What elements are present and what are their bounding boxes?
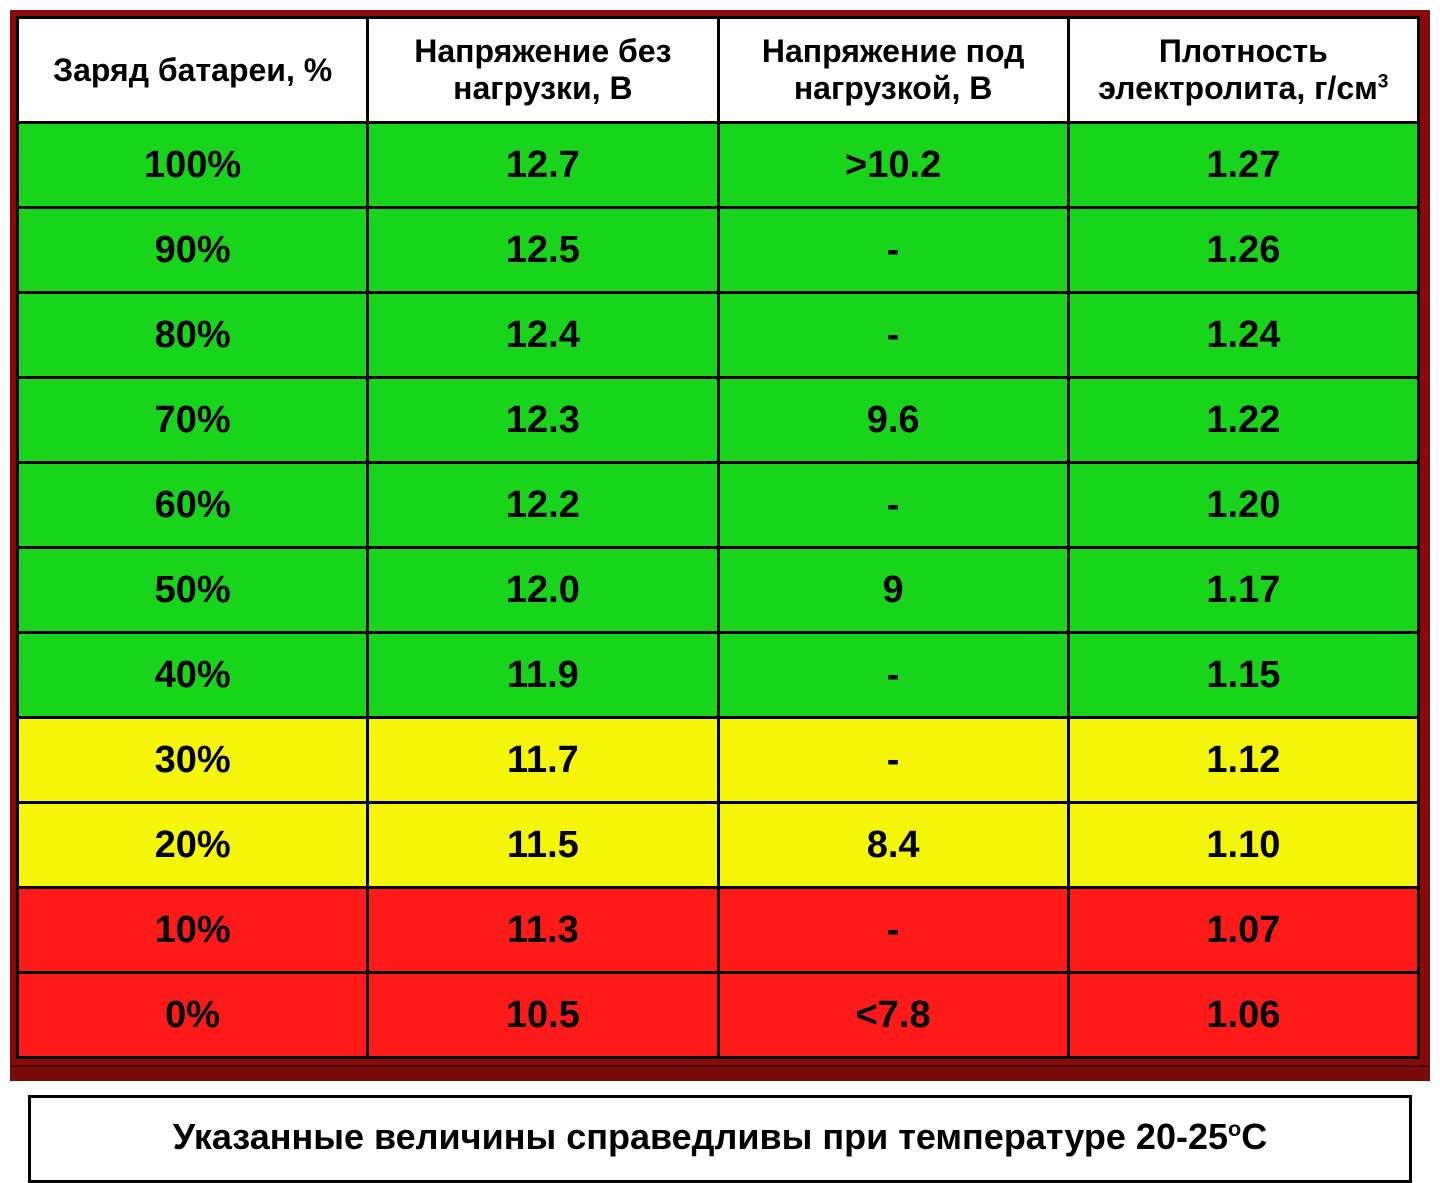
cell-0-1: 12.7 — [368, 123, 718, 208]
cell-8-3: 1.10 — [1068, 803, 1418, 888]
cell-6-2: - — [718, 633, 1068, 718]
cell-7-0: 30% — [18, 718, 368, 803]
table-row: 90%12.5-1.26 — [18, 208, 1419, 293]
table-row: 20%11.58.41.10 — [18, 803, 1419, 888]
cell-7-2: - — [718, 718, 1068, 803]
column-header-0: Заряд батареи, % — [18, 18, 368, 123]
cell-10-0: 0% — [18, 973, 368, 1058]
cell-8-2: 8.4 — [718, 803, 1068, 888]
cell-9-1: 11.3 — [368, 888, 718, 973]
table-header: Заряд батареи, %Напряжение без нагрузки,… — [18, 18, 1419, 123]
cell-8-1: 11.5 — [368, 803, 718, 888]
cell-6-1: 11.9 — [368, 633, 718, 718]
cell-7-3: 1.12 — [1068, 718, 1418, 803]
battery-table-panel: Заряд батареи, %Напряжение без нагрузки,… — [10, 10, 1430, 1065]
cell-0-0: 100% — [18, 123, 368, 208]
column-header-2: Напряжение под нагрузкой, В — [718, 18, 1068, 123]
cell-3-3: 1.22 — [1068, 378, 1418, 463]
cell-8-0: 20% — [18, 803, 368, 888]
cell-9-3: 1.07 — [1068, 888, 1418, 973]
cell-4-0: 60% — [18, 463, 368, 548]
cell-0-3: 1.27 — [1068, 123, 1418, 208]
cell-10-3: 1.06 — [1068, 973, 1418, 1058]
cell-10-1: 10.5 — [368, 973, 718, 1058]
footnote-divider-bar — [10, 1065, 1430, 1081]
table-row: 10%11.3-1.07 — [18, 888, 1419, 973]
cell-1-3: 1.26 — [1068, 208, 1418, 293]
cell-3-2: 9.6 — [718, 378, 1068, 463]
footnote-area: Указанные величины справедливы при темпе… — [10, 1065, 1430, 1183]
cell-1-0: 90% — [18, 208, 368, 293]
cell-7-1: 11.7 — [368, 718, 718, 803]
battery-charge-table: Заряд батареи, %Напряжение без нагрузки,… — [16, 16, 1420, 1059]
cell-3-1: 12.3 — [368, 378, 718, 463]
table-row: 0%10.5<7.81.06 — [18, 973, 1419, 1058]
cell-4-3: 1.20 — [1068, 463, 1418, 548]
cell-4-1: 12.2 — [368, 463, 718, 548]
cell-10-2: <7.8 — [718, 973, 1068, 1058]
cell-2-2: - — [718, 293, 1068, 378]
cell-4-2: - — [718, 463, 1068, 548]
cell-2-3: 1.24 — [1068, 293, 1418, 378]
table-body: 100%12.7>10.21.2790%12.5-1.2680%12.4-1.2… — [18, 123, 1419, 1058]
table-row: 70%12.39.61.22 — [18, 378, 1419, 463]
table-row: 40%11.9-1.15 — [18, 633, 1419, 718]
table-row: 50%12.091.17 — [18, 548, 1419, 633]
table-row: 30%11.7-1.12 — [18, 718, 1419, 803]
table-row: 60%12.2-1.20 — [18, 463, 1419, 548]
cell-6-3: 1.15 — [1068, 633, 1418, 718]
column-header-3: Плотность электролита, г/см3 — [1068, 18, 1418, 123]
footnote-text: Указанные величины справедливы при темпе… — [28, 1095, 1412, 1183]
cell-9-0: 10% — [18, 888, 368, 973]
cell-3-0: 70% — [18, 378, 368, 463]
table-row: 100%12.7>10.21.27 — [18, 123, 1419, 208]
cell-5-3: 1.17 — [1068, 548, 1418, 633]
cell-5-1: 12.0 — [368, 548, 718, 633]
cell-6-0: 40% — [18, 633, 368, 718]
cell-5-0: 50% — [18, 548, 368, 633]
cell-1-2: - — [718, 208, 1068, 293]
cell-5-2: 9 — [718, 548, 1068, 633]
cell-0-2: >10.2 — [718, 123, 1068, 208]
cell-9-2: - — [718, 888, 1068, 973]
table-row: 80%12.4-1.24 — [18, 293, 1419, 378]
cell-2-1: 12.4 — [368, 293, 718, 378]
cell-1-1: 12.5 — [368, 208, 718, 293]
cell-2-0: 80% — [18, 293, 368, 378]
column-header-1: Напряжение без нагрузки, В — [368, 18, 718, 123]
